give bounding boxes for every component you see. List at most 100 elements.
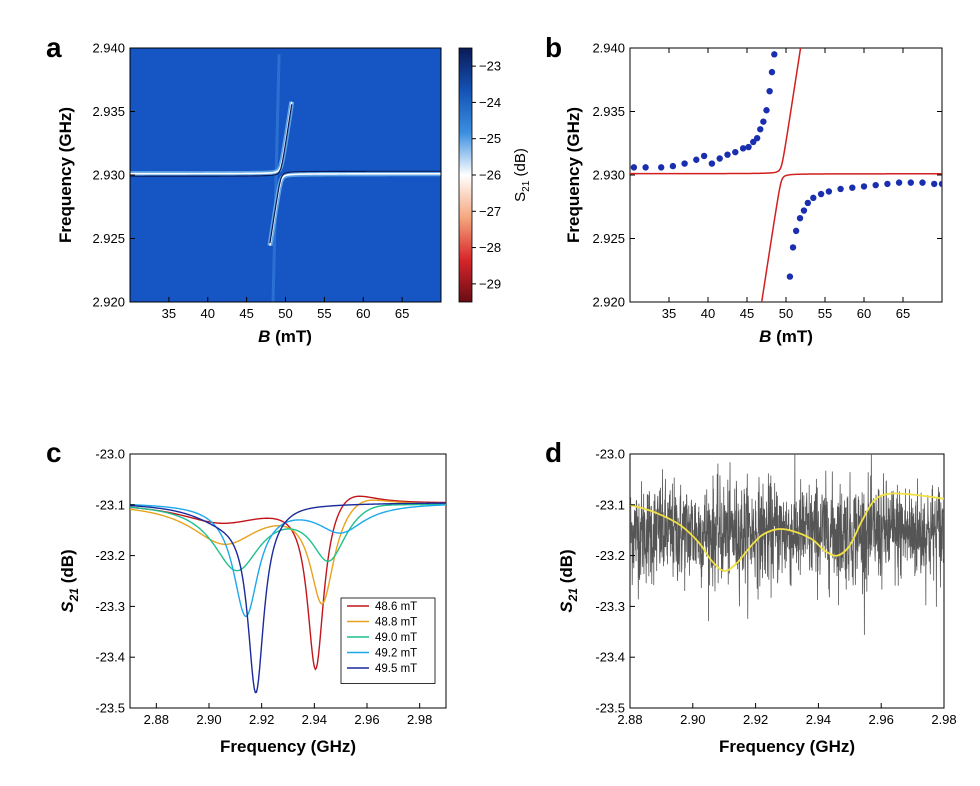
data-point (884, 180, 891, 188)
colorbar-tick-label: −24 (479, 95, 501, 110)
data-point (771, 51, 778, 58)
data-point (766, 87, 773, 95)
y-tick-label: -23.0 (95, 447, 125, 462)
colorbar-tick-label: −29 (479, 276, 501, 291)
x-tick-label: 55 (317, 306, 331, 321)
x-tick-label: 60 (857, 306, 871, 321)
panel-a-heatmap: 35 40 45 50 55 60 652.9202.9252.9302.9352.940 … (56, 41, 532, 347)
panel-d-letter: d (545, 437, 562, 468)
x-tick-label: 2.98 (407, 712, 432, 727)
y-tick-label: 2.940 (92, 41, 125, 56)
colorbar-tick-label: −26 (479, 168, 501, 183)
data-point (739, 145, 747, 152)
data-point (931, 180, 938, 188)
upper-branch-shadow (130, 104, 293, 177)
data-point (760, 118, 767, 125)
y-tick-label: -23.4 (595, 650, 625, 665)
panel-d-plot (630, 454, 944, 635)
x-tick-label: 2.92 (743, 712, 768, 727)
panel-b-plot (630, 48, 942, 302)
series-line (130, 502, 446, 694)
data-point (800, 207, 808, 214)
panel-b-letter: b (545, 32, 562, 63)
panel-d-axes: 2.88 2.90 2.92 2.94 2.96 2.98 -23.0 -23.1 -23.2 -… (595, 447, 956, 728)
data-point (642, 164, 649, 171)
data-point (757, 126, 764, 133)
x-tick-label: 40 (701, 306, 715, 321)
data-point (796, 214, 804, 222)
data-point (693, 156, 700, 163)
y-tick-label: 2.920 (92, 295, 125, 310)
series-line (130, 499, 446, 605)
data-point (786, 273, 794, 280)
panel-a-ylabel: Frequency (GHz) (56, 107, 75, 243)
data-point (907, 179, 914, 186)
data-point (895, 179, 903, 186)
x-tick-label: 2.94 (806, 712, 831, 727)
panel-b-axes: 35 40 45 50 55 60 65 2.920 2.925 2.930 2.935 2.940 (592, 41, 942, 321)
x-tick-label: 2.88 (617, 712, 642, 727)
data-point (792, 227, 800, 235)
x-tick-label: 2.90 (196, 712, 221, 727)
y-tick-label: -23.3 (95, 599, 125, 614)
data-point (872, 181, 879, 189)
lower-branch-shadow (269, 170, 441, 244)
noise-trace (630, 454, 944, 635)
x-tick-label: 40 (201, 306, 215, 321)
panel-a-axes: 35 40 45 50 55 60 65 2.920 2.925 2.930 2.935 2.940 (92, 41, 409, 322)
upper-branch-line (130, 101, 293, 175)
series-line (130, 503, 446, 618)
data-point (630, 164, 638, 171)
panel-b-scatter: 35 40 45 50 55 60 652.9202.9252.9302.9352.940 … (564, 41, 943, 346)
y-tick-label: -23.1 (595, 497, 625, 512)
data-point (938, 180, 942, 188)
y-tick-label: 2.920 (592, 295, 625, 310)
series-line (130, 495, 446, 671)
smoothed-trace (630, 492, 944, 572)
x-tick-label: 65 (896, 306, 910, 321)
legend-box (340, 597, 436, 684)
x-tick-label: 2.88 (144, 712, 169, 727)
data-point (919, 179, 926, 186)
y-tick-label: -23.5 (95, 701, 125, 716)
colorbar-tick-label: −23 (479, 59, 501, 74)
colorbar-tick-label: −28 (479, 240, 501, 255)
colorbar-tick-label: −27 (479, 204, 501, 219)
y-tick-label: -23.2 (595, 548, 625, 563)
panel-b-xlabel: B (mT) (759, 327, 813, 346)
data-point (860, 183, 868, 190)
data-point (763, 107, 770, 114)
panel-a-letter: a (46, 32, 62, 63)
data-point (849, 184, 856, 191)
x-tick-label: 2.90 (680, 712, 705, 727)
panel-d-ylabel: S21 (dB) (557, 549, 580, 612)
x-tick-label: 45 (740, 306, 754, 321)
x-tick-label: 45 (239, 306, 253, 321)
legend-label: 49.2 mT (375, 648, 417, 660)
data-point (753, 134, 761, 142)
data-point (658, 164, 665, 171)
heatmap-features (130, 54, 441, 302)
data-point (716, 155, 723, 162)
colorbar (458, 47, 473, 303)
x-tick-label: 60 (356, 306, 370, 321)
x-tick-label: 2.98 (931, 712, 956, 727)
panel-d-lines: 2.88 2.90 2.92 2.94 2.96 2.98 -23.0 -23.1 -23.2 -… (557, 447, 957, 757)
panel-b-ylabel: Frequency (GHz) (564, 107, 583, 243)
magnon-mode-line (271, 54, 281, 302)
data-point (724, 151, 731, 158)
colorbar-ticks: −23 −24 −25 −26 −27 −28 −29 (472, 59, 501, 291)
panel-c-legend: 48.6 mT 48.8 mT 49.0 mT 49.2 mT 49.5 mT (340, 597, 436, 684)
lower-branch-line (269, 172, 441, 246)
y-tick-label: -23.3 (595, 599, 625, 614)
colorbar-label: S21 (dB) (512, 148, 532, 202)
y-tick-label: 2.930 (92, 168, 125, 183)
legend-label: 49.0 mT (375, 632, 417, 644)
data-point (700, 152, 708, 160)
x-tick-label: 2.94 (302, 712, 327, 727)
series-line (130, 503, 446, 572)
data-point (669, 162, 677, 170)
x-tick-label: 35 (662, 306, 676, 321)
panel-c-letter: c (46, 437, 62, 468)
